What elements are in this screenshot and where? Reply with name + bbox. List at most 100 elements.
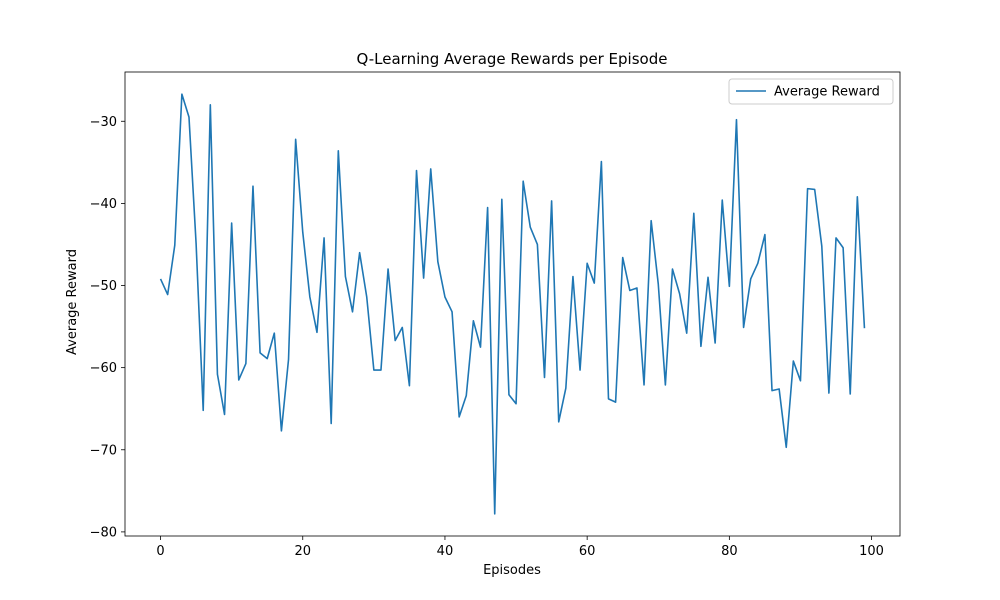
data-point (444, 296, 446, 298)
data-point (849, 393, 851, 395)
data-point (174, 244, 176, 246)
data-point (366, 296, 368, 298)
data-point (480, 346, 482, 348)
data-point (721, 199, 723, 201)
data-point (217, 373, 219, 375)
data-point (650, 220, 652, 222)
data-point (458, 416, 460, 418)
data-point (793, 360, 795, 362)
data-point (522, 180, 524, 182)
data-point (778, 388, 780, 390)
data-point (672, 268, 674, 270)
data-point (259, 352, 261, 354)
data-point (373, 369, 375, 371)
data-point (821, 245, 823, 247)
legend: Average Reward (728, 78, 894, 105)
legend-box (728, 78, 894, 105)
data-point (330, 423, 332, 425)
data-point (828, 392, 830, 394)
data-point (238, 379, 240, 381)
data-point (544, 377, 546, 379)
data-point (316, 332, 318, 334)
data-point (409, 385, 411, 387)
data-point (508, 394, 510, 396)
x-tick-label: 40 (437, 544, 454, 559)
data-point (807, 188, 809, 190)
data-point (473, 320, 475, 322)
data-point (323, 237, 325, 239)
data-point (864, 327, 866, 329)
data-point (814, 189, 816, 191)
data-point (465, 395, 467, 397)
data-point (394, 340, 396, 342)
data-point (266, 358, 268, 360)
data-point (188, 116, 190, 118)
data-point (302, 231, 304, 233)
y-tick-label: −70 (90, 443, 117, 458)
data-point (693, 212, 695, 214)
data-point (615, 401, 617, 403)
data-point (579, 369, 581, 371)
data-point (224, 414, 226, 416)
data-point (345, 276, 347, 278)
data-point (529, 226, 531, 228)
data-point (195, 243, 197, 245)
data-point (665, 384, 667, 386)
data-point (338, 150, 340, 152)
x-axis-label: Episodes (483, 563, 541, 578)
data-point (160, 278, 162, 280)
data-point (167, 294, 169, 296)
data-point (515, 403, 517, 405)
data-point (281, 430, 283, 432)
data-point (487, 207, 489, 209)
data-point (352, 311, 354, 313)
plot-area (124, 71, 901, 537)
data-point (558, 421, 560, 423)
data-point (608, 398, 610, 400)
chart-title: Q-Learning Average Rewards per Episode (357, 50, 668, 68)
data-point (359, 252, 361, 254)
data-point (210, 104, 212, 106)
data-point (551, 200, 553, 202)
data-point (593, 282, 595, 284)
data-point (771, 390, 773, 392)
data-point (501, 198, 503, 200)
data-point (494, 513, 496, 515)
data-point (252, 185, 254, 187)
x-tick-label: 100 (859, 544, 884, 559)
y-tick-label: −80 (90, 525, 117, 540)
data-point (274, 332, 276, 334)
data-point (842, 247, 844, 249)
data-point (800, 380, 802, 382)
y-tick-label: −40 (90, 197, 117, 212)
data-point (636, 287, 638, 289)
data-point (750, 278, 752, 280)
plot-frame (124, 71, 901, 537)
data-point (785, 447, 787, 449)
data-point (714, 342, 716, 344)
y-tick-label: −30 (90, 115, 117, 130)
data-point (764, 234, 766, 236)
x-tick-label: 0 (156, 544, 164, 559)
data-point (387, 268, 389, 270)
data-point (416, 170, 418, 172)
x-tick-label: 60 (579, 544, 596, 559)
data-point (707, 277, 709, 279)
data-point (586, 263, 588, 265)
data-point (835, 237, 837, 239)
data-point (430, 168, 432, 170)
y-tick-label: −60 (90, 361, 117, 376)
data-point (700, 345, 702, 347)
data-point (601, 161, 603, 163)
x-tick-label: 20 (294, 544, 311, 559)
data-point (537, 244, 539, 246)
y-tick-label: −50 (90, 279, 117, 294)
data-point (437, 261, 439, 263)
data-point (181, 93, 183, 95)
data-point (295, 139, 297, 141)
data-point (288, 359, 290, 361)
data-point (309, 296, 311, 298)
y-axis-label: Average Reward (65, 249, 80, 355)
data-point (622, 257, 624, 259)
